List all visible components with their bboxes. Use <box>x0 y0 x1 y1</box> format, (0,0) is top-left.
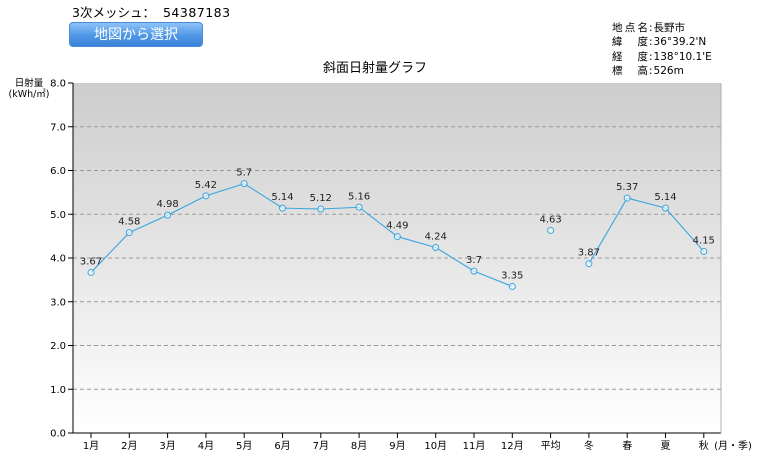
series-line <box>90 183 513 287</box>
x-tick-label: 平均 <box>541 440 561 452</box>
x-tick-label: 春 <box>622 440 632 452</box>
data-label: 4.98 <box>156 199 178 210</box>
data-point <box>585 260 593 268</box>
x-tick-label: 8月 <box>351 440 367 452</box>
y-tick-label: 2.0 <box>50 341 66 352</box>
y-axis-title-line: (kWh/㎡) <box>8 89 49 100</box>
x-tick-label: 6月 <box>274 440 290 452</box>
x-axis-title: (月・季) <box>714 440 752 452</box>
data-label: 5.12 <box>310 193 332 204</box>
data-label: 3.67 <box>80 256 102 267</box>
x-tick-label: 10月 <box>424 440 447 452</box>
data-label: 5.14 <box>271 192 293 203</box>
y-axis: 0.0 1.0 2.0 3.0 4.0 5.0 6.0 7.0 8.0 <box>50 79 73 440</box>
chart-title: 斜面日射量グラフ <box>323 60 427 76</box>
data-point <box>279 204 286 212</box>
x-tick-label: 冬 <box>584 439 594 452</box>
series-line <box>588 197 705 264</box>
data-label: 5.14 <box>654 192 676 203</box>
x-tick-label: 4月 <box>198 440 214 452</box>
y-tick-label: 8.0 <box>50 79 66 90</box>
series-lines <box>90 183 705 287</box>
data-point <box>700 247 708 255</box>
y-tick-label: 4.0 <box>50 254 66 265</box>
data-label: 3.87 <box>578 248 600 259</box>
latitude-value: 36°39.2'N <box>653 36 707 49</box>
x-tick-label: 9月 <box>389 440 405 452</box>
data-labels: 3.67 4.58 4.98 5.42 5.7 5.14 5.12 5.16 4.49 4.24 3… <box>80 168 715 282</box>
data-point <box>623 194 631 202</box>
x-tick-label: 1月 <box>83 440 99 452</box>
data-point <box>164 211 172 219</box>
data-label: 4.49 <box>386 221 408 232</box>
longitude-row: 経度:138°10.1'E <box>612 50 712 63</box>
y-tick-label: 5.0 <box>50 210 66 221</box>
data-point <box>470 267 478 275</box>
data-label: 5.42 <box>195 180 217 191</box>
latitude-row: 緯度:36°39.2'N <box>612 36 707 49</box>
x-tick-label: 3月 <box>159 440 175 452</box>
data-point <box>317 205 325 213</box>
longitude-key: 経度 <box>612 50 648 63</box>
data-label: 4.24 <box>425 232 447 243</box>
mesh-label: 3次メッシュ： <box>72 5 155 20</box>
x-tick-label: 夏 <box>661 440 671 452</box>
location-name-key: 地点名 <box>612 22 648 34</box>
elevation-row: 標高:526m <box>612 64 684 77</box>
y-tick-label: 1.0 <box>50 385 66 396</box>
data-point <box>87 268 95 276</box>
data-label: 4.63 <box>539 214 561 225</box>
location-name-row: 地点名:長野市 <box>612 22 686 34</box>
data-label: 4.58 <box>118 217 140 228</box>
elevation-key: 標高 <box>612 64 648 77</box>
x-tick-label: 12月 <box>501 440 524 452</box>
data-point <box>355 203 363 211</box>
data-point <box>547 226 555 234</box>
location-name-value: 長野市 <box>653 22 686 34</box>
x-axis: 1月 2月 3月 4月 5月 6月 7月 8月 9月 10月 11月 12月 平均 冬 春 夏 秋 <box>83 433 709 452</box>
y-axis-title-line: 日射量 <box>15 77 44 89</box>
data-point <box>240 180 248 188</box>
latitude-key: 緯度 <box>612 36 648 49</box>
data-point <box>508 282 516 290</box>
x-tick-label: 2月 <box>121 440 137 452</box>
location-info: 地点名:長野市 緯度:36°39.2'N 経度:138°10.1'E 標高:52… <box>612 21 712 78</box>
x-tick-label: 7月 <box>313 440 329 452</box>
y-tick-label: 3.0 <box>50 297 66 308</box>
y-tick-label: 7.0 <box>50 122 66 133</box>
data-point <box>202 192 210 200</box>
longitude-value: 138°10.1'E <box>653 50 712 63</box>
select-from-map-button[interactable]: 地図から選択 <box>69 22 203 47</box>
data-point <box>432 244 440 251</box>
gridlines <box>73 126 721 390</box>
x-tick-label: 5月 <box>236 440 252 452</box>
data-label: 5.7 <box>236 168 252 179</box>
data-point <box>125 229 133 237</box>
data-point <box>393 233 401 241</box>
mesh-value: 54387183 <box>162 5 231 20</box>
data-label: 4.15 <box>693 235 715 246</box>
y-tick-label: 0.0 <box>50 429 66 440</box>
data-label: 5.37 <box>616 182 638 193</box>
data-label: 3.35 <box>501 270 523 281</box>
data-label: 3.7 <box>466 255 482 266</box>
data-label: 5.16 <box>348 191 370 202</box>
y-tick-label: 6.0 <box>50 166 66 177</box>
x-tick-label: 11月 <box>463 440 486 452</box>
x-tick-label: 秋 <box>699 439 709 452</box>
data-point <box>662 204 669 212</box>
elevation-value: 526m <box>653 64 684 77</box>
data-points <box>87 180 708 290</box>
y-axis-title: 日射量(kWh/㎡) <box>8 77 49 100</box>
mesh-code: 3次メッシュ： 54387183 <box>72 2 231 21</box>
